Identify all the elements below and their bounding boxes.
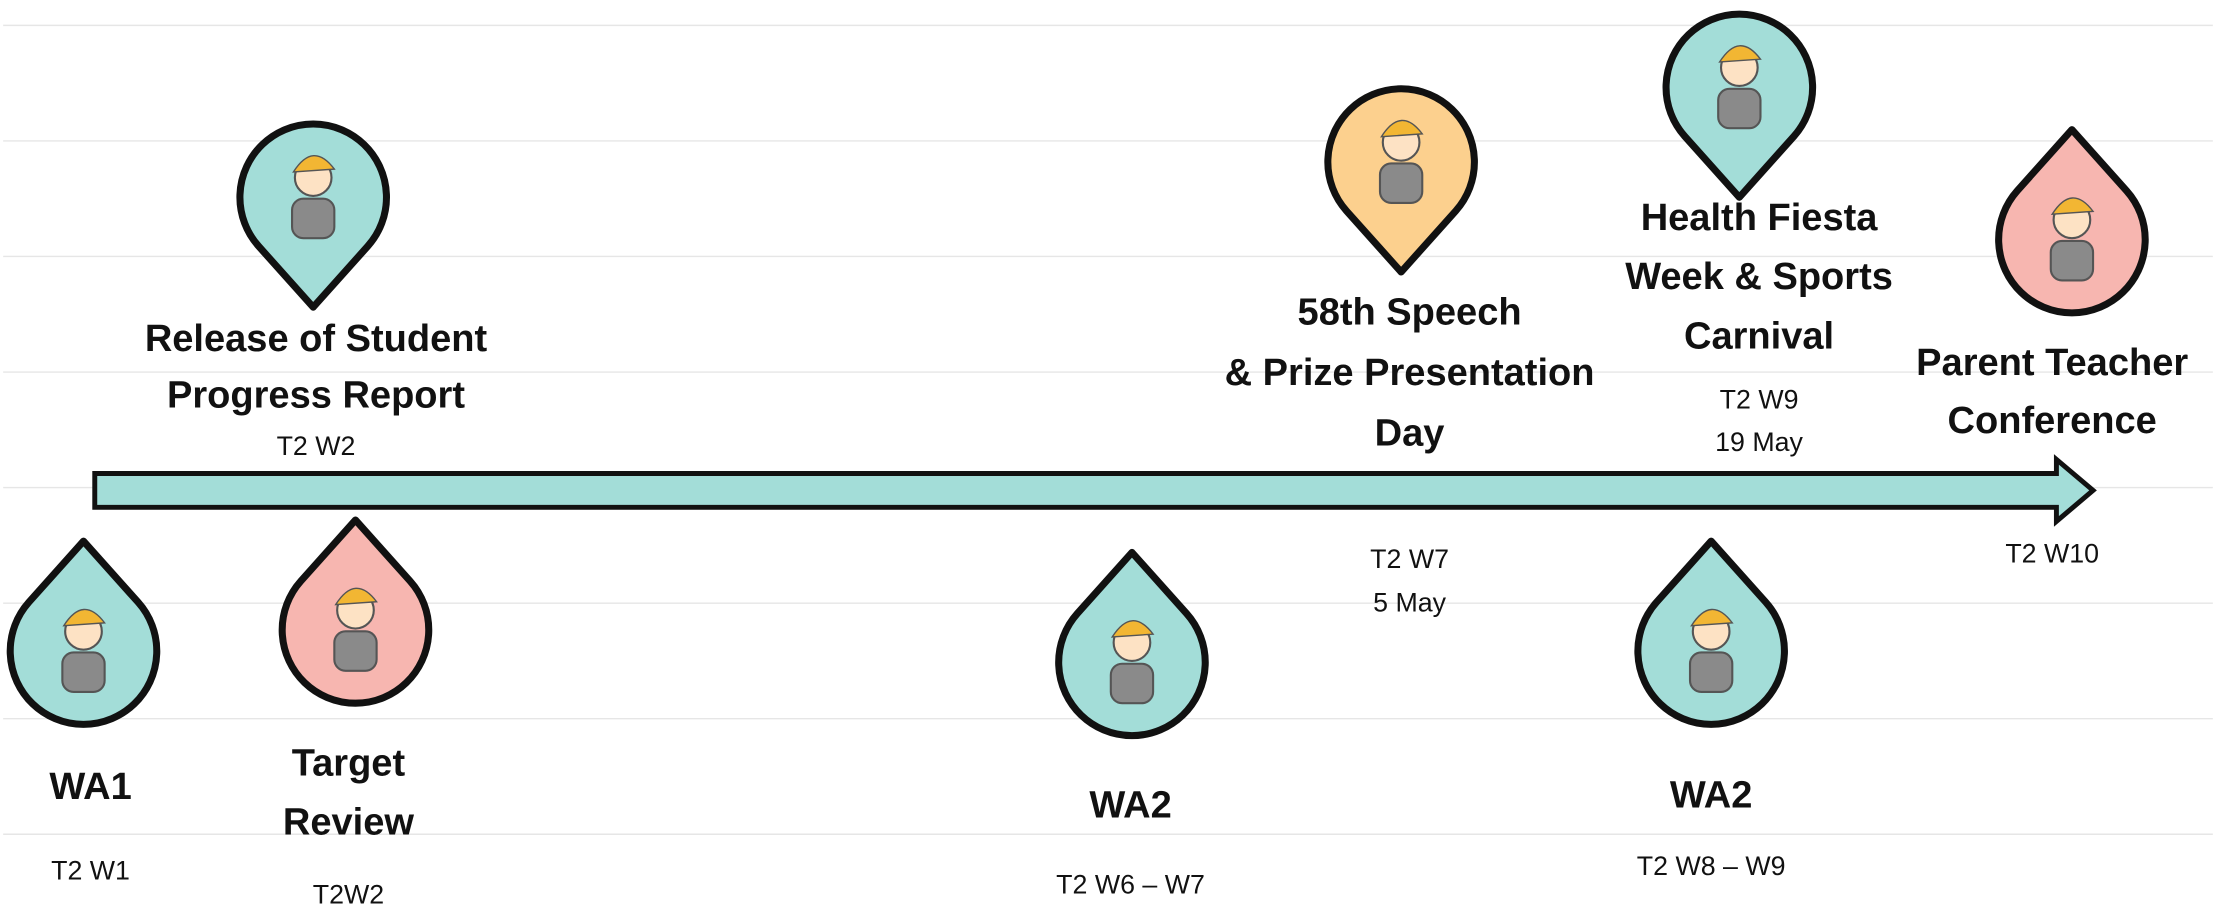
event-title: WA2: [1089, 785, 1171, 827]
event-date: T2 W2: [277, 431, 356, 461]
event: Target Review T2W2: [282, 520, 429, 909]
event-title: Parent Teacher: [1916, 342, 2188, 384]
event-title: Carnival: [1684, 315, 1834, 357]
icon-body: [62, 652, 104, 691]
event-date: 19 May: [1715, 427, 1803, 457]
icon-body: [1718, 89, 1760, 128]
event-date: T2 W7: [1370, 544, 1449, 574]
event-title: Review: [283, 801, 414, 843]
event-title: WA1: [49, 766, 131, 808]
event-title: Target: [292, 742, 406, 784]
icon-body: [1690, 652, 1732, 691]
event-date: T2 W1: [51, 855, 130, 885]
event-title: Conference: [1948, 400, 2157, 442]
event-title: & Prize Presentation: [1225, 352, 1595, 394]
icon-body: [292, 199, 334, 238]
event: 58th Speech & Prize Presentation Day T2 W7 5…: [1225, 89, 1595, 618]
event-date: T2 W6 – W7: [1056, 869, 1205, 899]
icon-body: [2051, 241, 2093, 280]
event-date: T2 W9: [1720, 385, 1799, 415]
event-title: Day: [1375, 412, 1445, 454]
event-title: Week & Sports: [1625, 256, 1893, 298]
icon-body: [334, 631, 376, 670]
timeline-diagram: Release of Student Progress Report T2 W2 WA…: [0, 0, 2216, 916]
event-date: T2W2: [313, 879, 384, 909]
event: Release of Student Progress Report T2 W2: [145, 124, 488, 461]
icon-body: [1111, 664, 1153, 703]
event-title: Release of Student: [145, 318, 488, 360]
event-title: Health Fiesta: [1641, 197, 1879, 239]
page: {"timeline": {"events": [ {"title": ["Re…: [0, 0, 2216, 916]
timeline-arrow: [95, 459, 2093, 521]
events: Release of Student Progress Report T2 W2 WA…: [10, 14, 2188, 909]
event-title: Progress Report: [167, 374, 465, 416]
event-date: 5 May: [1373, 588, 1447, 618]
event: WA2 T2 W8 – W9: [1637, 541, 1786, 881]
event-date: T2 W8 – W9: [1637, 851, 1786, 881]
icon-body: [1380, 163, 1422, 202]
event: WA2 T2 W6 – W7: [1056, 552, 1205, 899]
event: Health Fiesta Week & Sports Carnival T2 W9 1…: [1625, 14, 1893, 457]
event-title: WA2: [1670, 775, 1752, 817]
event-title: 58th Speech: [1298, 291, 1522, 333]
event-date: T2 W10: [2005, 538, 2099, 568]
